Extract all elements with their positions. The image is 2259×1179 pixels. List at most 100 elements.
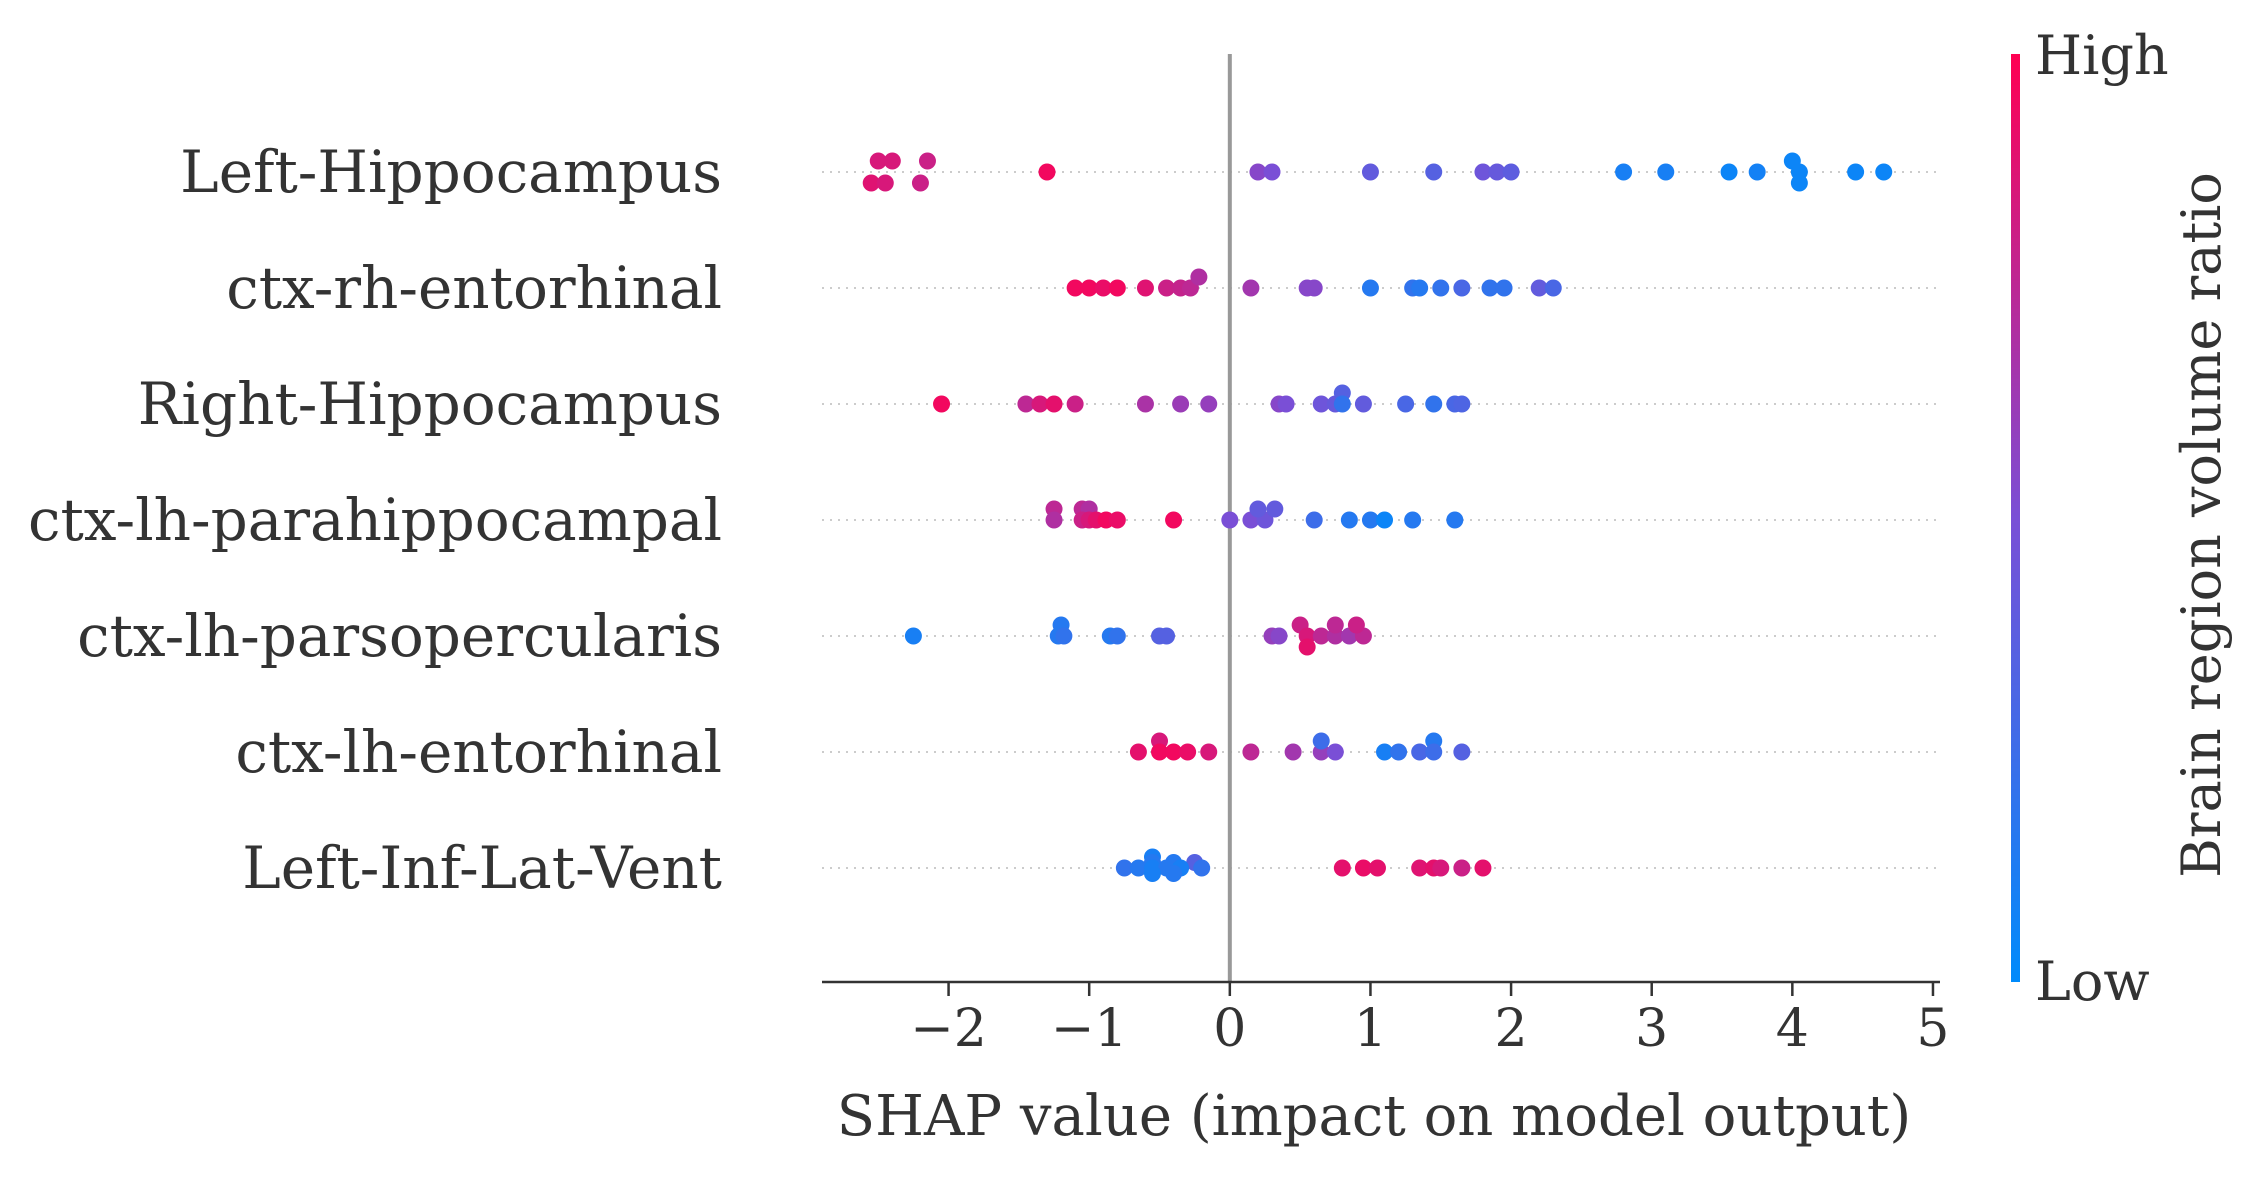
shap-point [1354,859,1372,877]
shap-point [1108,511,1126,529]
x-axis-title: SHAP value (impact on model output) [837,1084,1911,1149]
shap-point [1115,859,1133,877]
colorbar-high-label: High [2035,24,2169,87]
shap-point [1249,163,1267,181]
shap-point [1376,743,1394,761]
shap-point [1094,279,1112,297]
shap-point [1368,859,1386,877]
shap-point [1481,279,1499,297]
shap-point [1242,743,1260,761]
feature-label: ctx-lh-parahippocampal [28,486,722,554]
shap-point [1657,163,1675,181]
scatter-points [862,152,1893,882]
shap-point [911,174,929,192]
shap-point [1031,395,1049,413]
feature-labels: Left-Hippocampus ctx-rh-entorhinal Right-H… [28,138,722,902]
shap-point [1165,511,1183,529]
shap-point [1165,743,1183,761]
shap-point [1432,279,1450,297]
colorbar: High Low Brain region volume ratio [2011,24,2233,1013]
shap-point [1432,859,1450,877]
shap-point [1397,395,1415,413]
shap-point [1305,511,1323,529]
shap-point [904,627,922,645]
shap-point [1312,627,1330,645]
shap-point [1488,163,1506,181]
x-axis: −2 −1 0 1 2 3 4 5 SHAP value (impact on model o… [822,980,1950,1149]
shap-point [1453,279,1471,297]
shap-point [918,152,936,170]
shap-point [1263,163,1281,181]
shap-point [1200,395,1218,413]
colorbar-low-label: Low [2035,950,2150,1013]
shap-point [1361,163,1379,181]
shap-point [862,174,880,192]
shap-point [1425,395,1443,413]
feature-label: Right-Hippocampus [138,370,722,438]
shap-point [1193,859,1211,877]
shap-point [1544,279,1562,297]
shap-point [1298,638,1316,656]
x-tick-label: 5 [1916,999,1949,1059]
shap-point [1390,743,1408,761]
shap-point [1179,743,1197,761]
shap-point [1277,395,1295,413]
shap-point [1340,511,1358,529]
shap-point [1411,859,1429,877]
colorbar-gradient [2011,54,2020,982]
shap-point [1376,511,1394,529]
shap-point [1411,743,1429,761]
shap-point [1474,163,1492,181]
x-tick-label: −2 [910,999,987,1059]
shap-point [1425,163,1443,181]
shap-point [1312,732,1330,750]
shap-point [1136,395,1154,413]
shap-point [1017,395,1035,413]
shap-point [1108,627,1126,645]
shap-point [1502,163,1520,181]
shap-point [1270,627,1288,645]
shap-point [1055,627,1073,645]
feature-label: Left-Inf-Lat-Vent [242,834,722,902]
shap-point [1266,500,1284,518]
shap-point [1495,279,1513,297]
shap-point [1108,279,1126,297]
feature-label: Left-Hippocampus [180,138,722,206]
shap-point [1129,859,1147,877]
x-tick-label: 2 [1495,999,1528,1059]
shap-point [1190,268,1208,286]
feature-label: ctx-lh-entorhinal [235,718,722,786]
shap-point [1361,279,1379,297]
shap-point [1453,743,1471,761]
shap-point [1305,279,1323,297]
shap-point [1748,163,1766,181]
shap-point [883,152,901,170]
shap-point [1221,511,1239,529]
shap-point [1165,865,1183,882]
shap-point [1045,511,1063,529]
shap-point [1347,616,1365,634]
x-tick-label: 4 [1776,999,1809,1059]
shap-point [1200,743,1218,761]
shap-point [1361,511,1379,529]
shap-point [1474,859,1492,877]
shap-point [1242,279,1260,297]
shap-point [1446,511,1464,529]
shap-point [1066,395,1084,413]
feature-label: ctx-rh-entorhinal [226,254,722,322]
shap-point [1530,279,1548,297]
shap-point [1453,859,1471,877]
shap-point [1151,743,1169,761]
shap-point [1312,395,1330,413]
shap-point [1404,511,1422,529]
shap-point [1066,279,1084,297]
x-tick-label: −1 [1051,999,1128,1059]
shap-point [1333,395,1351,413]
shap-point [1158,279,1176,297]
shap-point [1158,627,1176,645]
shap-point [876,174,894,192]
shap-point [1045,395,1063,413]
shap-point [1847,163,1865,181]
shap-point [1875,163,1893,181]
shap-point [1172,395,1190,413]
